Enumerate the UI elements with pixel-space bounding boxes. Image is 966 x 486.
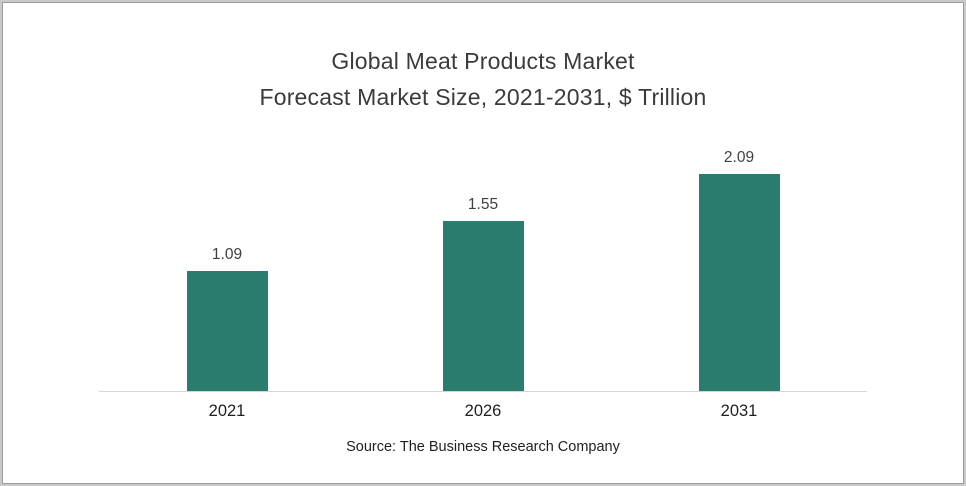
bar-column-2031: 2.09 xyxy=(611,149,867,392)
source-attribution: Source: The Business Research Company xyxy=(346,439,620,456)
x-axis-label-2031: 2031 xyxy=(720,402,758,421)
x-axis-label-2021: 2021 xyxy=(208,402,246,421)
bar-value-label: 2.09 xyxy=(723,149,755,167)
bar-value-label: 1.09 xyxy=(211,246,243,264)
bar-column-2021: 1.09 xyxy=(99,149,355,392)
bar-2021 xyxy=(186,271,268,392)
chart-title: Global Meat Products Market Forecast Mar… xyxy=(2,44,964,115)
x-axis-label-2026: 2026 xyxy=(464,402,502,421)
bar-2031 xyxy=(698,174,780,392)
x-axis-labels: 2021 2026 2031 xyxy=(99,402,867,421)
bar-2026 xyxy=(442,220,524,392)
bars-row: 1.09 1.55 2.09 xyxy=(99,149,867,393)
bar-column-2026: 1.55 xyxy=(355,149,611,392)
chart-title-line-2: Forecast Market Size, 2021-2031, $ Trill… xyxy=(259,83,707,110)
bar-value-label: 1.55 xyxy=(467,195,499,213)
chart-title-line-1: Global Meat Products Market xyxy=(331,48,635,74)
plot-area: 1.09 1.55 2.09 2021 2026 2031 xyxy=(99,149,867,421)
